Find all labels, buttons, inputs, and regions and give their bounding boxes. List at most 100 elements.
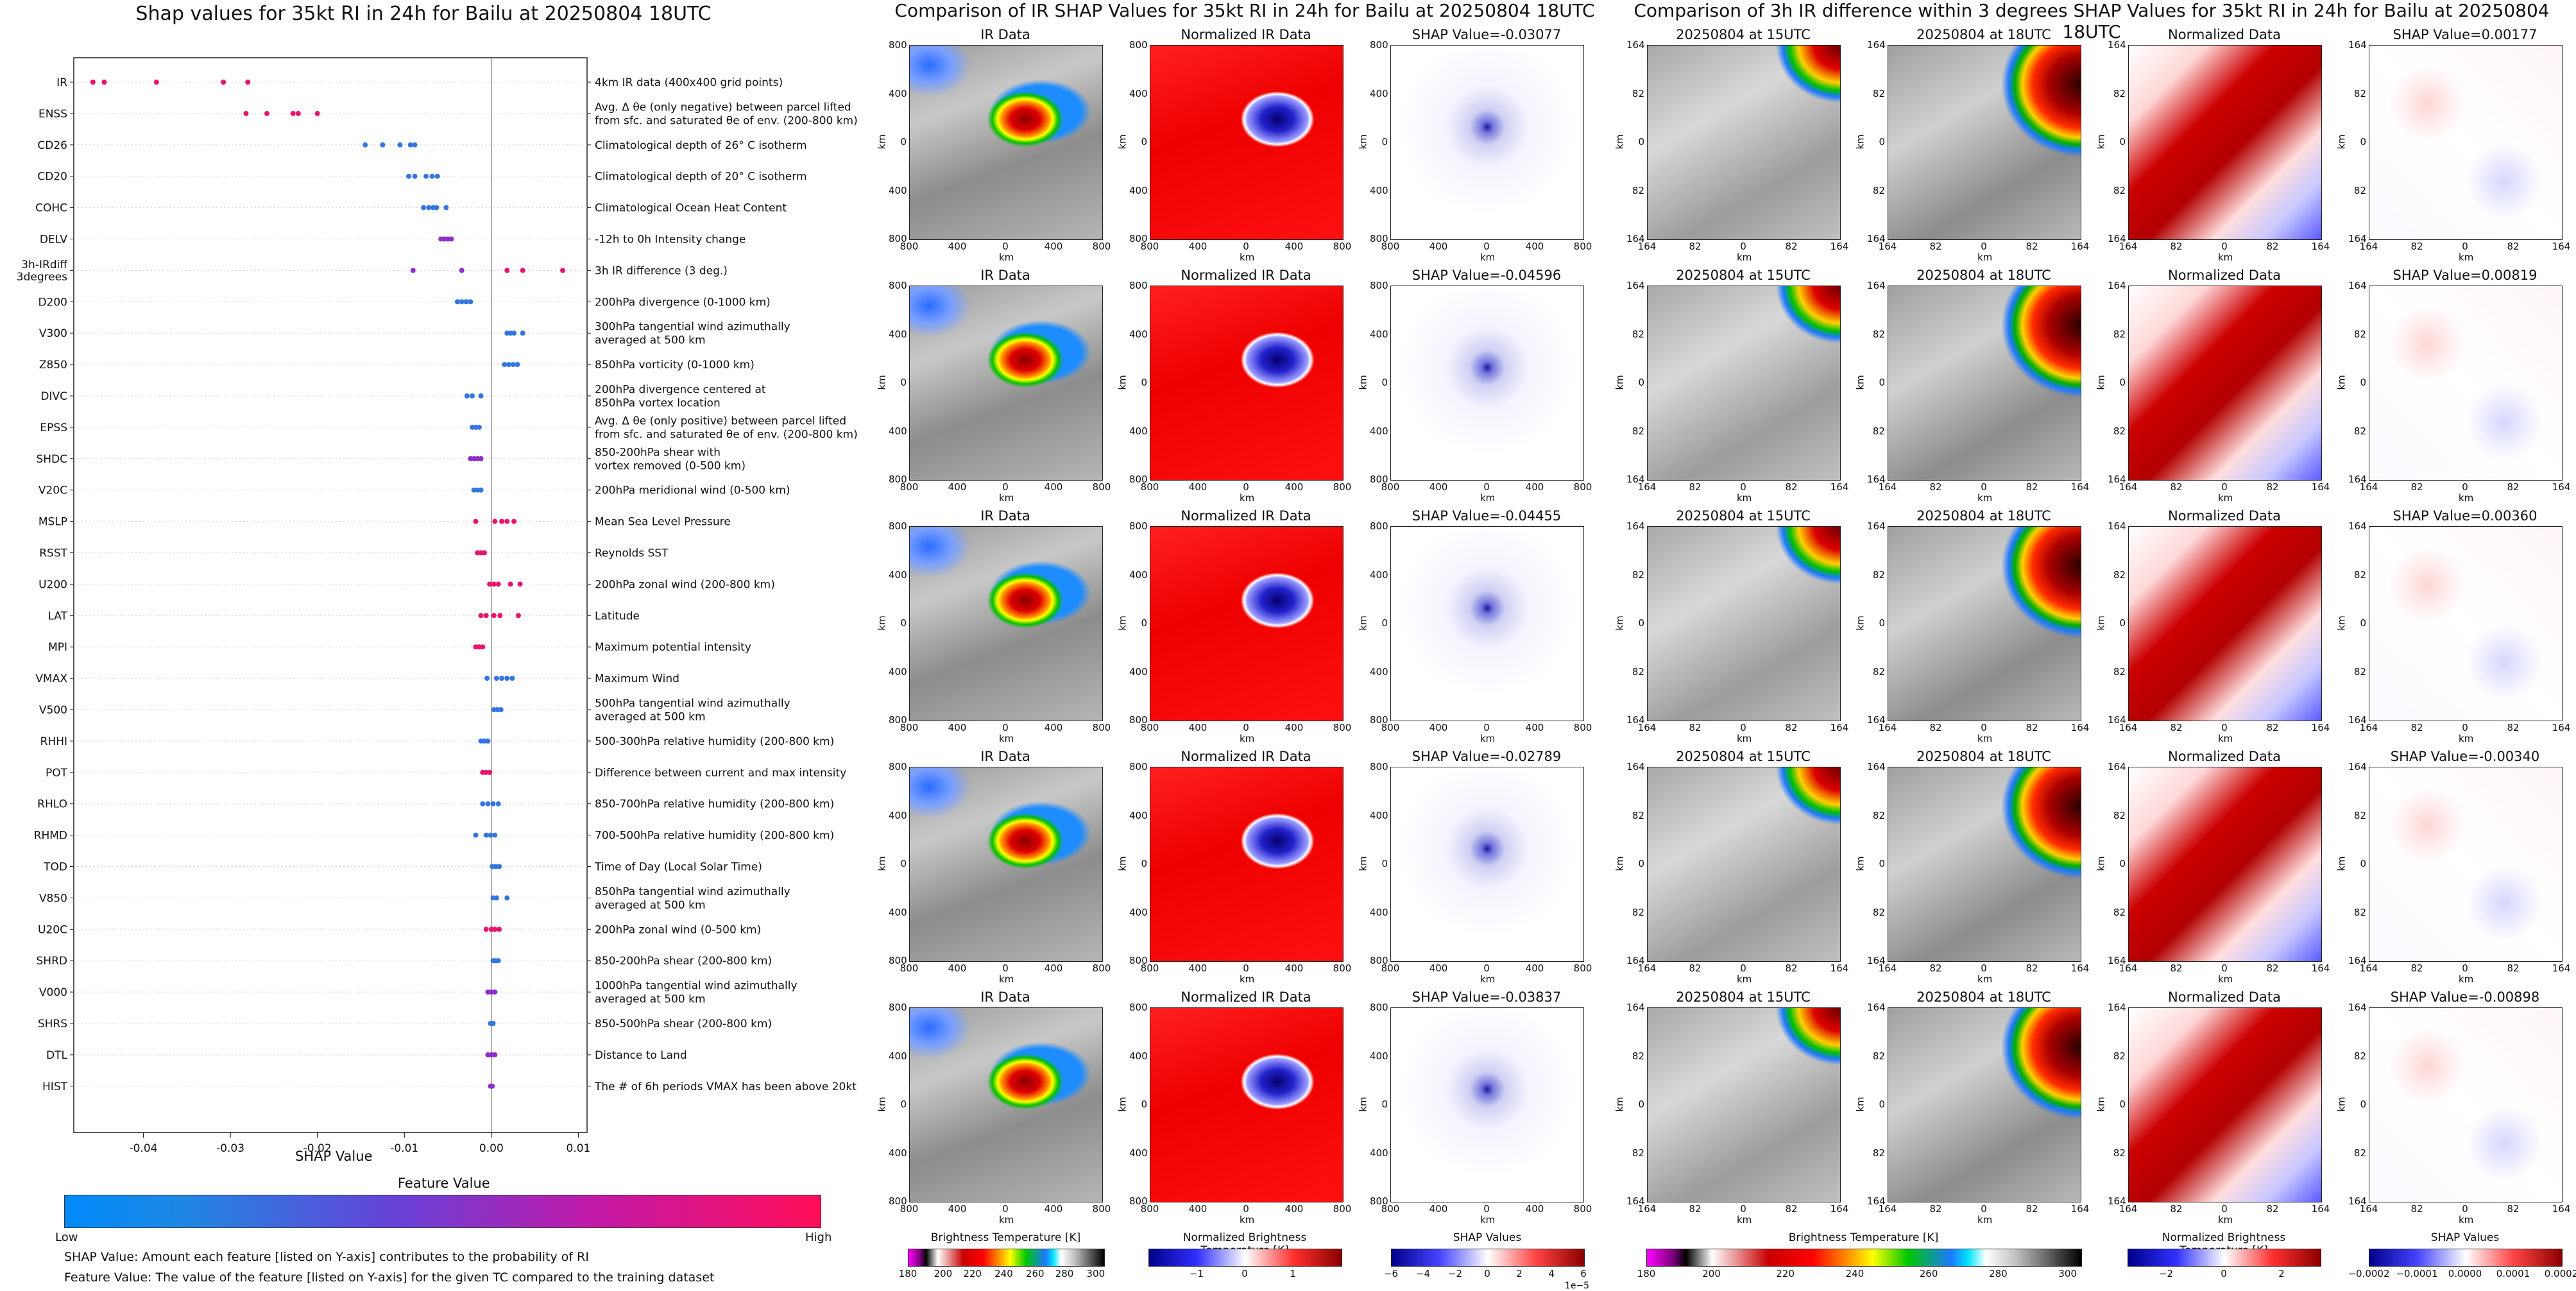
diff-x-axis-label: km bbox=[1737, 973, 1752, 985]
ir-x-tick-label: 0 bbox=[1002, 481, 1009, 493]
ir-x-tick-label: 800 bbox=[900, 962, 919, 974]
shap-point bbox=[463, 299, 469, 305]
ir-y-tick-label: 400 bbox=[889, 87, 907, 99]
diff-x-tick-label: 164 bbox=[1637, 241, 1657, 252]
diff-shap-colorbar-tick-label: −0.0001 bbox=[2396, 1268, 2438, 1279]
diff-y-axis-label: km bbox=[1854, 856, 1866, 871]
diff-y-tick-label: 0 bbox=[1638, 617, 1644, 629]
ir-x-tick-label: 800 bbox=[1140, 1203, 1159, 1215]
diff-y-tick-label: 82 bbox=[2113, 1147, 2126, 1159]
diff-subplot-title: SHAP Value=0.00177 bbox=[2393, 27, 2538, 42]
ir-x-tick-label: 400 bbox=[1044, 1203, 1063, 1215]
feature-name-label: POT bbox=[46, 767, 68, 780]
diff-x-tick-label: 0 bbox=[2462, 1203, 2468, 1215]
diff-x-tick-label: 164 bbox=[2552, 481, 2571, 493]
feature-name-label: V000 bbox=[39, 986, 67, 999]
ir-x-tick-label: 0 bbox=[1002, 241, 1009, 252]
feature-name-label: 3h-IRdiff bbox=[21, 259, 68, 271]
ir-y-tick-label: 800 bbox=[889, 1002, 907, 1013]
ir-x-tick-label: 400 bbox=[1429, 962, 1448, 974]
ir-x-tick-label: 800 bbox=[1381, 481, 1400, 493]
diff-y-tick-label: 0 bbox=[1879, 617, 1885, 629]
ir-y-tick-label: 0 bbox=[900, 377, 907, 388]
ir-image-shap-map bbox=[1390, 286, 1584, 481]
shap-point bbox=[506, 362, 511, 368]
ir-y-tick-label: 400 bbox=[1370, 328, 1388, 340]
ir-y-tick-label: 400 bbox=[1129, 87, 1148, 99]
feature-description-label: 850hPa vorticity (0-1000 km) bbox=[595, 359, 755, 372]
diff-x-tick-label: 164 bbox=[2070, 722, 2090, 733]
feature-description-label: -12h to 0h Intensity change bbox=[595, 234, 746, 246]
ir-y-axis-label: km bbox=[1357, 134, 1369, 150]
diff-brightness-colorbar-label: Brightness Temperature [K] bbox=[1788, 1231, 1939, 1244]
ir-y-tick-label: 400 bbox=[1370, 425, 1388, 437]
ir-y-tick-label: 800 bbox=[1370, 1002, 1388, 1013]
ir-y-tick-label: 800 bbox=[889, 761, 907, 773]
diff-y-tick-label: 164 bbox=[1626, 233, 1645, 244]
shap-point bbox=[485, 738, 491, 744]
shap-point bbox=[443, 205, 449, 210]
diff-y-tick-label: 0 bbox=[1638, 136, 1644, 148]
diff-brightness-colorbar-tick-label: 300 bbox=[2058, 1268, 2077, 1279]
feature-name-label: SHRS bbox=[38, 1018, 67, 1030]
ir-y-tick-label: 400 bbox=[1370, 1147, 1388, 1159]
ir-y-tick-label: 800 bbox=[889, 280, 907, 291]
diff-subplot-title: SHAP Value=0.00360 bbox=[2393, 508, 2538, 524]
ir-x-tick-label: 400 bbox=[1284, 481, 1304, 493]
shap-point bbox=[492, 989, 498, 995]
diff-y-axis-label: km bbox=[1614, 375, 1626, 390]
ir-x-tick-label: 800 bbox=[1140, 481, 1159, 493]
ir-x-tick-label: 400 bbox=[948, 241, 967, 252]
shap-point bbox=[153, 80, 159, 85]
ir-brightness-colorbar-label: Brightness Temperature [K] bbox=[930, 1231, 1081, 1244]
diff-y-tick-label: 164 bbox=[2348, 761, 2367, 773]
diff-y-tick-label: 164 bbox=[2348, 233, 2367, 244]
ir-y-tick-label: 800 bbox=[1370, 520, 1388, 532]
diff-y-tick-label: 82 bbox=[2353, 184, 2366, 196]
ir-y-tick-label: 400 bbox=[1129, 569, 1148, 581]
shap-point bbox=[499, 518, 505, 524]
ir-y-tick-label: 800 bbox=[1129, 761, 1148, 773]
ir-y-tick-label: 0 bbox=[1141, 1099, 1147, 1110]
diff-y-tick-label: 82 bbox=[2113, 906, 2126, 918]
colorbar-high-label: High bbox=[805, 1231, 832, 1244]
diff-x-tick-label: 164 bbox=[2311, 962, 2330, 974]
shap-point bbox=[485, 801, 491, 807]
diff-image-shap-map bbox=[2369, 45, 2563, 240]
diff-y-axis-label: km bbox=[1854, 375, 1866, 390]
feature-name-label: V850 bbox=[39, 892, 67, 905]
feature-description-label: vortex removed (0-500 km) bbox=[595, 459, 746, 472]
ir-x-tick-label: 800 bbox=[1333, 241, 1352, 252]
ir-y-axis-label: km bbox=[1357, 856, 1369, 871]
feature-description-label: averaged at 500 km bbox=[595, 334, 706, 347]
diff-x-tick-label: 0 bbox=[2221, 962, 2228, 974]
x-tick-label: -0.02 bbox=[303, 1142, 332, 1155]
diff-image-shap-map bbox=[2369, 526, 2563, 721]
ir-x-tick-label: 800 bbox=[1573, 241, 1592, 252]
feature-description-label: Avg. Δ θe (only negative) between parcel… bbox=[595, 101, 851, 114]
diff-x-tick-label: 0 bbox=[1740, 722, 1746, 733]
diff-y-tick-label: 164 bbox=[2108, 955, 2126, 966]
diff-y-tick-label: 164 bbox=[1867, 761, 1886, 773]
ir-y-tick-label: 400 bbox=[889, 425, 907, 437]
ir-shap-colorbar-tick-label: 6 bbox=[1580, 1268, 1587, 1279]
ir-y-axis-label: km bbox=[1357, 615, 1369, 631]
ir-x-tick-label: 800 bbox=[1333, 722, 1352, 733]
shap-point bbox=[363, 142, 368, 148]
diff-y-tick-label: 164 bbox=[1626, 520, 1645, 532]
diff-y-tick-label: 82 bbox=[2113, 809, 2126, 821]
diff-x-tick-label: 82 bbox=[2266, 722, 2279, 733]
ir-x-tick-label: 400 bbox=[1429, 1203, 1448, 1215]
diff-subplot-title: Normalized Data bbox=[2168, 268, 2281, 283]
feature-name-label: EPSS bbox=[40, 422, 67, 434]
shap-point bbox=[487, 581, 493, 587]
diff-y-tick-label: 164 bbox=[1626, 280, 1645, 291]
diff-y-axis-label: km bbox=[1614, 1097, 1626, 1112]
shap-point bbox=[504, 518, 510, 524]
ir-y-tick-label: 800 bbox=[889, 520, 907, 532]
diff-brightness-colorbar-tick-label: 260 bbox=[1919, 1268, 1938, 1279]
diff-y-tick-label: 164 bbox=[1626, 955, 1645, 966]
ir-brightness-colorbar-tick-label: 240 bbox=[994, 1268, 1013, 1279]
diff-y-tick-label: 0 bbox=[2360, 1099, 2366, 1110]
diff-y-tick-label: 82 bbox=[2353, 569, 2366, 581]
